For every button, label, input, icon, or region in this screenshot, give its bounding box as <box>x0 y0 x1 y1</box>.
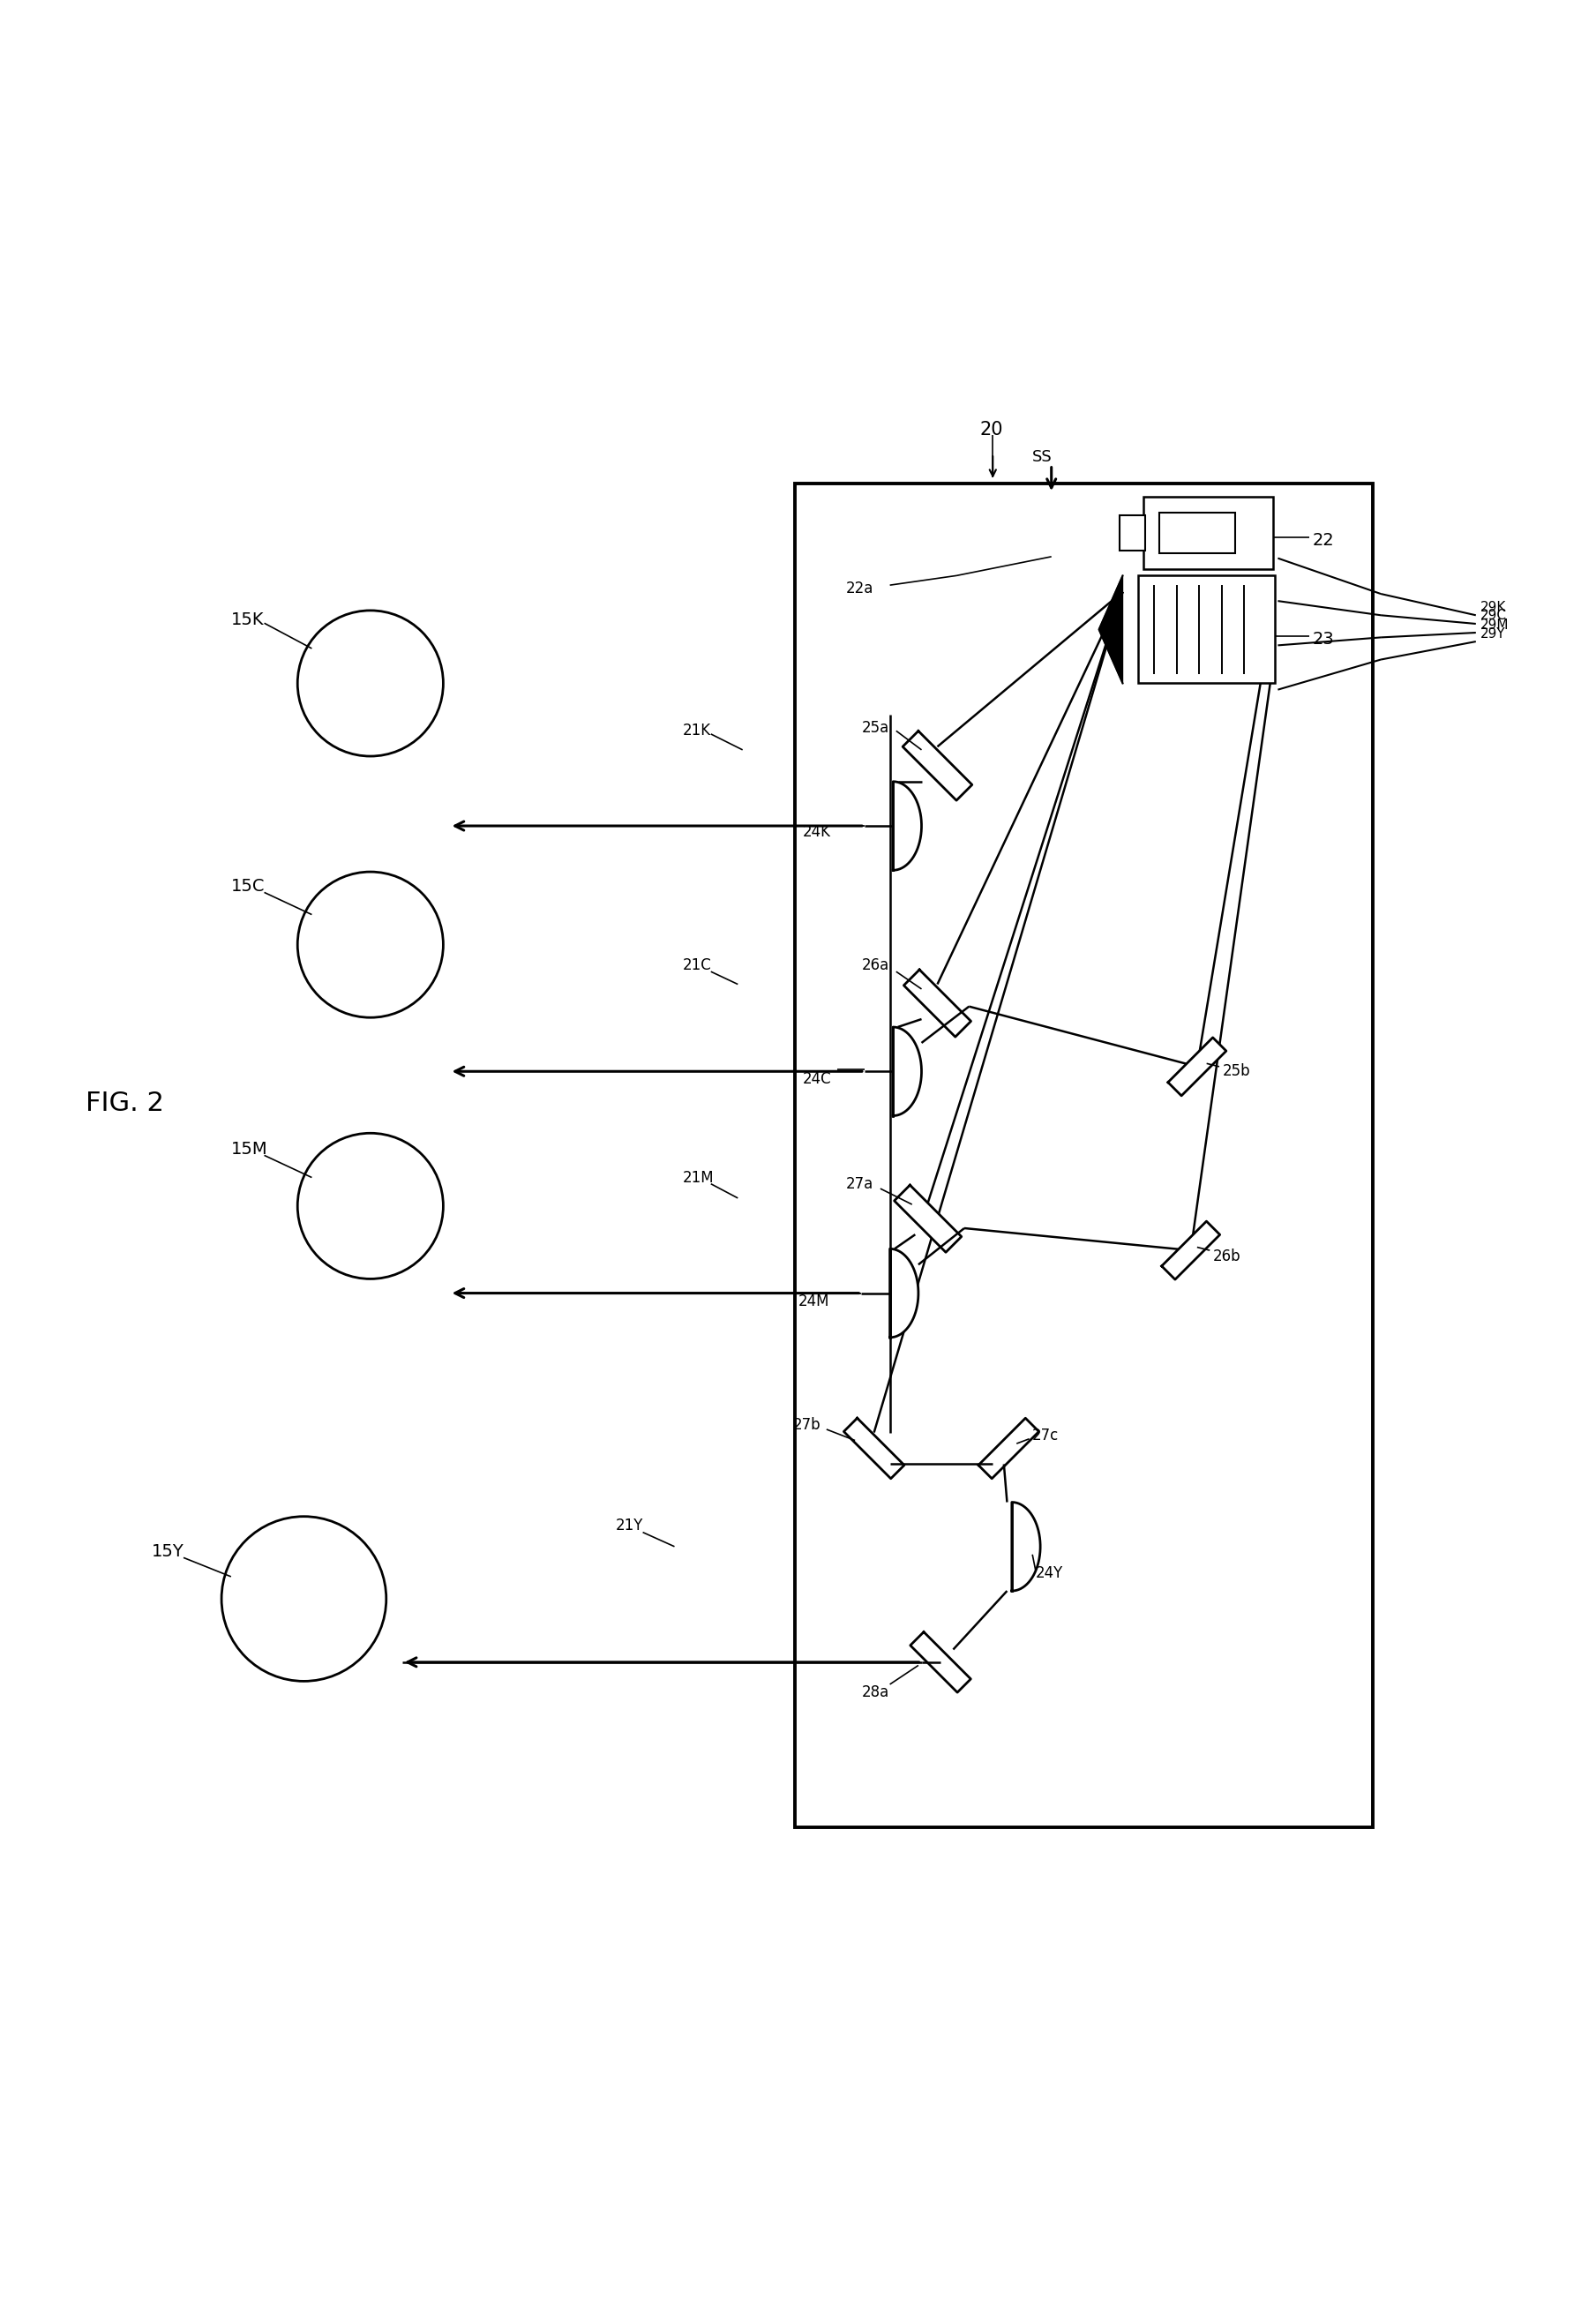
Text: 27c: 27c <box>1033 1427 1060 1443</box>
Text: 25b: 25b <box>1223 1064 1250 1080</box>
Text: 23: 23 <box>1314 630 1334 646</box>
FancyBboxPatch shape <box>1138 575 1275 684</box>
Polygon shape <box>894 1026 921 1117</box>
Text: 24Y: 24Y <box>1036 1566 1063 1583</box>
Polygon shape <box>1100 575 1122 684</box>
Polygon shape <box>903 730 972 799</box>
Text: 29M: 29M <box>1481 619 1510 630</box>
Text: 21K: 21K <box>683 723 710 739</box>
Text: 15Y: 15Y <box>152 1543 184 1559</box>
Circle shape <box>297 1133 444 1279</box>
Text: 26b: 26b <box>1213 1249 1240 1265</box>
Text: 24K: 24K <box>803 825 832 841</box>
Circle shape <box>297 609 444 755</box>
Text: 22: 22 <box>1314 533 1334 549</box>
Text: 28a: 28a <box>862 1684 889 1701</box>
Polygon shape <box>894 781 921 871</box>
FancyBboxPatch shape <box>1119 514 1144 551</box>
Polygon shape <box>1168 1038 1226 1096</box>
Text: 27b: 27b <box>793 1416 822 1432</box>
Circle shape <box>222 1515 386 1682</box>
FancyBboxPatch shape <box>1143 496 1274 570</box>
Polygon shape <box>1012 1501 1041 1592</box>
FancyBboxPatch shape <box>795 484 1373 1826</box>
Text: 21M: 21M <box>683 1170 713 1186</box>
Text: 24C: 24C <box>803 1070 832 1087</box>
Polygon shape <box>844 1418 905 1478</box>
Text: 20: 20 <box>980 422 1004 438</box>
Polygon shape <box>891 1249 918 1337</box>
Polygon shape <box>910 1631 970 1691</box>
Text: 15M: 15M <box>231 1140 268 1158</box>
FancyBboxPatch shape <box>1159 512 1235 554</box>
Text: FIG. 2: FIG. 2 <box>85 1091 164 1117</box>
Text: 24M: 24M <box>798 1293 830 1309</box>
Polygon shape <box>978 1418 1039 1478</box>
Polygon shape <box>894 1184 961 1251</box>
Text: SS: SS <box>1033 449 1052 466</box>
Circle shape <box>297 871 444 1017</box>
Text: 15K: 15K <box>231 612 263 628</box>
Text: 29C: 29C <box>1481 609 1507 623</box>
Text: 29Y: 29Y <box>1481 628 1507 639</box>
Text: 22a: 22a <box>846 579 873 595</box>
Text: 21C: 21C <box>683 957 712 973</box>
Text: 15C: 15C <box>231 878 265 894</box>
Polygon shape <box>1162 1221 1219 1279</box>
Text: 29K: 29K <box>1481 600 1507 614</box>
Text: 26a: 26a <box>862 957 889 973</box>
Text: 27a: 27a <box>846 1177 873 1191</box>
Polygon shape <box>903 971 970 1038</box>
Text: 25a: 25a <box>862 721 889 734</box>
Text: 21Y: 21Y <box>616 1518 643 1534</box>
